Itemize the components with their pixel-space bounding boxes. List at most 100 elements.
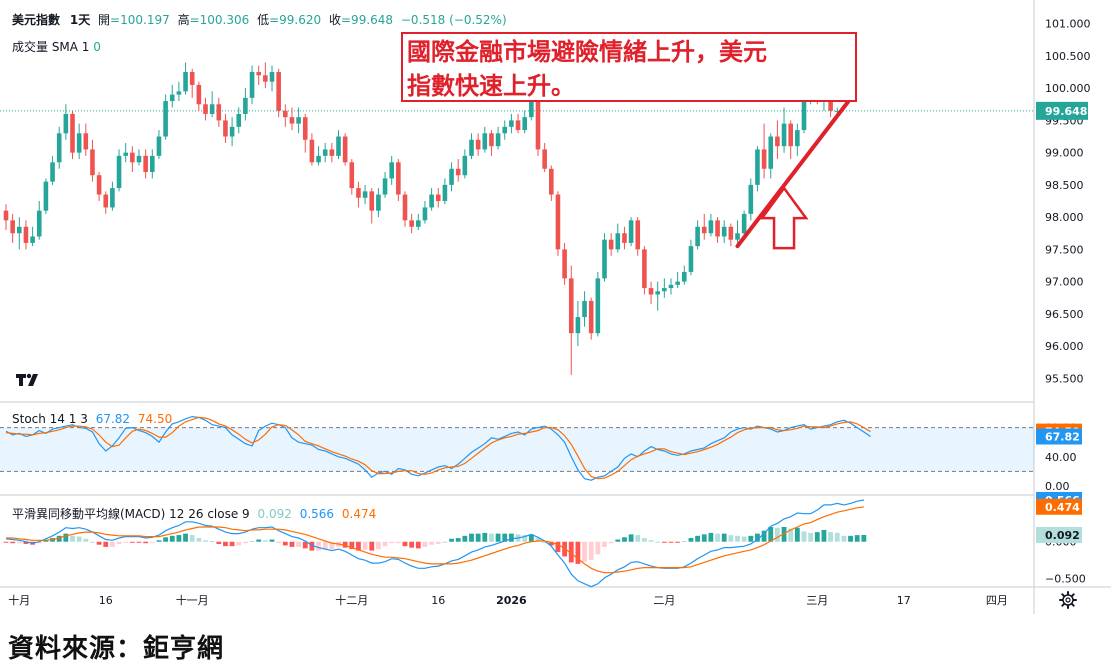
macd-hist-bar: [129, 541, 135, 543]
stoch-axis-tick: 0.00: [1045, 480, 1070, 493]
macd-hist-bar: [23, 541, 29, 544]
macd-hist-bar: [143, 541, 149, 544]
volume-legend[interactable]: 成交量 SMA 1 0: [12, 38, 101, 55]
candle: [382, 171, 388, 198]
time-axis-label: 十月: [8, 593, 30, 607]
candle: [316, 146, 321, 166]
candle: [329, 142, 335, 163]
macd-hist-bar: [342, 541, 348, 548]
candle: [409, 213, 414, 234]
time-axis-label: 二月: [653, 594, 675, 607]
macd-hist-bar: [216, 541, 222, 544]
macd-hist-bar: [282, 541, 288, 546]
candle: [489, 130, 494, 156]
time-axis-label: 16: [99, 594, 113, 607]
macd-legend[interactable]: 平滑異同移動平均線(MACD) 12 26 close 9 0.092 0.56…: [12, 505, 376, 522]
close-label: 收: [328, 13, 341, 27]
settings-gear-icon[interactable]: [1058, 590, 1078, 610]
candle: [688, 239, 694, 276]
candle: [482, 126, 488, 153]
macd-hist-bar: [628, 534, 634, 542]
time-axis-label: 三月: [806, 594, 828, 607]
macd-hist-bar: [316, 541, 321, 551]
time-axis-label: 十一月: [176, 593, 209, 607]
macd-signal-line: [6, 506, 864, 574]
macd-hist-bar: [196, 538, 202, 542]
candle: [130, 146, 135, 172]
candle: [342, 133, 348, 166]
interval-label[interactable]: 1天: [69, 13, 91, 27]
macd-hist-badge: 0.092: [1036, 526, 1082, 543]
candle: [103, 191, 109, 214]
open-label: 開: [98, 13, 111, 27]
candle: [442, 178, 448, 205]
time-axis-label: 17: [897, 594, 911, 607]
macd-hist-bar: [509, 533, 514, 542]
candle: [455, 159, 461, 182]
macd-hist-bar: [16, 541, 22, 544]
candle: [369, 188, 375, 224]
price-axis-tick: 96.000: [1045, 340, 1084, 353]
macd-hist-bar: [462, 535, 468, 542]
candle: [775, 120, 780, 160]
macd-hist-bar: [389, 541, 395, 544]
macd-line-value: 0.566: [299, 507, 335, 521]
candle: [449, 162, 454, 192]
annotation-line-1: 國際金融市場避險情緒上升，美元: [407, 37, 767, 66]
macd-hist-bar: [422, 541, 428, 547]
stoch-k-value: 67.82: [95, 412, 131, 426]
candle: [781, 107, 787, 153]
price-axis-tick: 98.500: [1045, 179, 1084, 192]
open-value: =100.197: [110, 13, 170, 27]
candle: [522, 110, 527, 134]
macd-hist-bar: [675, 541, 681, 543]
candle: [203, 97, 208, 121]
macd-hist-bar: [768, 526, 774, 542]
price-axis-tick: 99.000: [1045, 147, 1084, 160]
low-value: =99.620: [269, 13, 322, 27]
tradingview-logo-icon[interactable]: [14, 370, 42, 390]
candle: [788, 120, 793, 160]
candle: [402, 191, 408, 227]
high-value: =100.306: [189, 13, 250, 27]
candle: [116, 149, 122, 192]
macd-hist-bar: [402, 541, 408, 547]
macd-hist-bar: [655, 541, 661, 543]
candle: [675, 271, 680, 289]
candle: [695, 220, 700, 250]
candle: [216, 97, 222, 127]
svg-text:0.092: 0.092: [1045, 529, 1080, 542]
macd-hist-bar: [76, 536, 82, 542]
macd-hist-bar: [123, 541, 129, 543]
stoch-legend[interactable]: Stoch 14 1 3 67.82 74.50: [12, 412, 172, 426]
candle: [196, 81, 202, 111]
macd-hist-bar: [156, 540, 162, 542]
symbol-name[interactable]: 美元指數: [12, 13, 61, 27]
candle: [376, 188, 381, 218]
candle: [223, 113, 228, 143]
trend-arrow-line: [735, 92, 856, 249]
candle: [150, 149, 155, 179]
macd-hist-bar: [409, 541, 415, 548]
macd-hist-bar: [435, 541, 441, 544]
macd-hist-bar: [801, 531, 807, 542]
macd-hist-bar: [814, 532, 820, 542]
candle: [336, 130, 341, 160]
candle: [708, 213, 714, 237]
candle: [469, 133, 474, 160]
svg-text:67.82: 67.82: [1045, 430, 1080, 443]
macd-hist-bar: [615, 539, 621, 542]
macd-hist-bar: [821, 529, 827, 542]
candle: [283, 104, 288, 127]
candle: [555, 191, 561, 256]
macd-hist-bar: [555, 541, 561, 553]
macd-hist-bar: [209, 541, 215, 542]
macd-hist-bar: [243, 541, 248, 544]
macd-signal-badge: 0.474: [1036, 498, 1082, 515]
candle: [795, 123, 800, 156]
time-axis-label: 16: [431, 594, 445, 607]
macd-hist-bar: [728, 535, 734, 542]
candle: [615, 223, 621, 253]
macd-hist-bar: [794, 527, 800, 542]
candle: [83, 123, 89, 156]
